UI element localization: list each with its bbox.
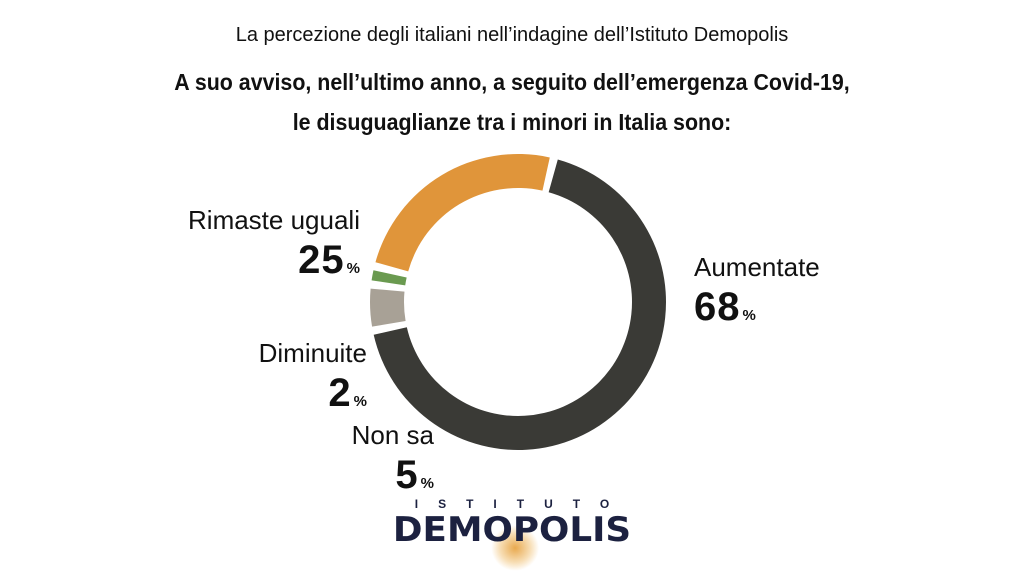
logo-top-text: ISTITUTO (414, 497, 630, 511)
donut-slice-diminuite (371, 270, 407, 286)
label-diminuite: Diminuite 2% (180, 338, 367, 416)
label-non-sa: Non sa 5% (300, 420, 434, 498)
label-diminuite-value: 2% (180, 371, 367, 416)
label-aumentate-name: Aumentate (694, 252, 820, 282)
logo-main-word: DEMOPOLIS (392, 510, 632, 550)
label-rimaste-uguali-name: Rimaste uguali (188, 205, 360, 235)
chart-subtitle: La percezione degli italiani nell’indagi… (235, 24, 789, 46)
label-aumentate-value: 68% (694, 285, 820, 330)
label-aumentate-unit: % (742, 307, 756, 324)
chart-title: A suo avviso, nell’ultimo anno, a seguit… (36, 62, 988, 142)
label-aumentate-number: 68 (694, 285, 741, 329)
label-rimaste-uguali-unit: % (346, 260, 360, 277)
label-non-sa-unit: % (420, 475, 434, 492)
label-non-sa-value: 5% (300, 453, 434, 498)
label-diminuite-unit: % (353, 393, 367, 410)
demopolis-logo: ISTITUTO DEMOPOLIS (384, 497, 640, 571)
logo-sun-icon (491, 525, 540, 571)
donut-slice-rimaste-uguali (375, 154, 550, 272)
label-non-sa-number: 5 (395, 453, 419, 497)
donut-slice-non-sa (370, 288, 406, 327)
chart-title-line-2: le disuguaglianze tra i minori in Italia… (292, 109, 732, 135)
label-rimaste-uguali: Rimaste uguali 25% (150, 205, 360, 283)
label-aumentate: Aumentate 68% (694, 252, 820, 330)
chart-title-line-1: A suo avviso, nell’ultimo anno, a seguit… (174, 69, 850, 95)
label-diminuite-number: 2 (328, 371, 352, 415)
logo-main-text: DEMOPOLIS (378, 510, 647, 571)
label-non-sa-name: Non sa (351, 420, 434, 450)
label-diminuite-name: Diminuite (258, 338, 367, 368)
label-rimaste-uguali-number: 25 (298, 238, 345, 282)
label-rimaste-uguali-value: 25% (150, 238, 360, 283)
